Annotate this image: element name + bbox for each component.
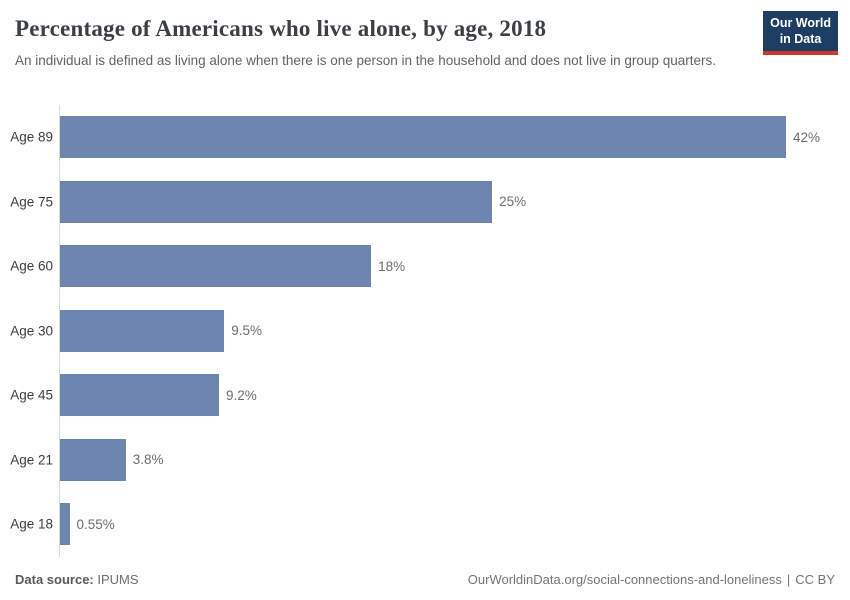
value-label-age-75: 25% (499, 194, 527, 210)
value-label-age-18: 0.55% (76, 516, 115, 532)
value-label-age-30: 9.5% (231, 323, 262, 339)
category-label-age-75: Age 75 (10, 194, 53, 210)
data-source: Data source: IPUMS (15, 572, 139, 587)
chart-row-age-89: Age 89 42% (10, 105, 835, 170)
bar-age-89[interactable] (60, 116, 786, 159)
bar-chart: Age 89 42% Age 75 25% Age 60 18% Age 30 9.5% Age… (10, 105, 835, 557)
chart-header: Percentage of Americans who live alone, … (15, 16, 835, 71)
chart-footer: Data source: IPUMS OurWorldinData.org/so… (15, 572, 835, 587)
owid-logo-line1: Our World (770, 16, 831, 30)
attribution-divider: | (786, 572, 791, 587)
category-label-age-18: Age 18 (10, 516, 53, 532)
bar-age-18[interactable] (60, 503, 70, 546)
chart-row-age-60: Age 60 18% (10, 234, 835, 299)
bar-age-21[interactable] (60, 438, 126, 481)
value-label-age-45: 9.2% (226, 387, 257, 403)
data-source-value: IPUMS (97, 572, 139, 587)
chart-row-age-30: Age 30 9.5% (10, 299, 835, 364)
chart-row-age-75: Age 75 25% (10, 170, 835, 235)
chart-subtitle: An individual is defined as living alone… (15, 53, 716, 69)
bar-age-60[interactable] (60, 245, 372, 288)
owid-logo[interactable]: Our World in Data (763, 11, 838, 56)
bar-age-30[interactable] (60, 309, 225, 352)
attribution: OurWorldinData.org/social-connections-an… (468, 572, 835, 587)
data-source-label: Data source: (15, 572, 94, 587)
category-label-age-89: Age 89 (10, 129, 53, 145)
value-label-age-21: 3.8% (132, 452, 164, 468)
category-label-age-30: Age 30 (10, 323, 53, 339)
category-label-age-21: Age 21 (10, 452, 53, 468)
license-label: CC BY (795, 572, 835, 587)
chart-row-age-18: Age 18 0.55% (10, 492, 835, 557)
value-label-age-89: 42% (793, 129, 821, 145)
category-label-age-60: Age 60 (10, 258, 53, 274)
chart-title: Percentage of Americans who live alone, … (15, 16, 547, 41)
bar-age-75[interactable] (60, 180, 493, 223)
bar-age-45[interactable] (60, 374, 219, 417)
category-label-age-45: Age 45 (10, 387, 53, 403)
chart-row-age-45: Age 45 9.2% (10, 363, 835, 428)
chart-row-age-21: Age 21 3.8% (10, 428, 835, 493)
owid-logo-line2: in Data (779, 31, 822, 46)
attribution-link[interactable]: OurWorldinData.org/social-connections-an… (467, 572, 782, 587)
value-label-age-60: 18% (378, 258, 406, 274)
